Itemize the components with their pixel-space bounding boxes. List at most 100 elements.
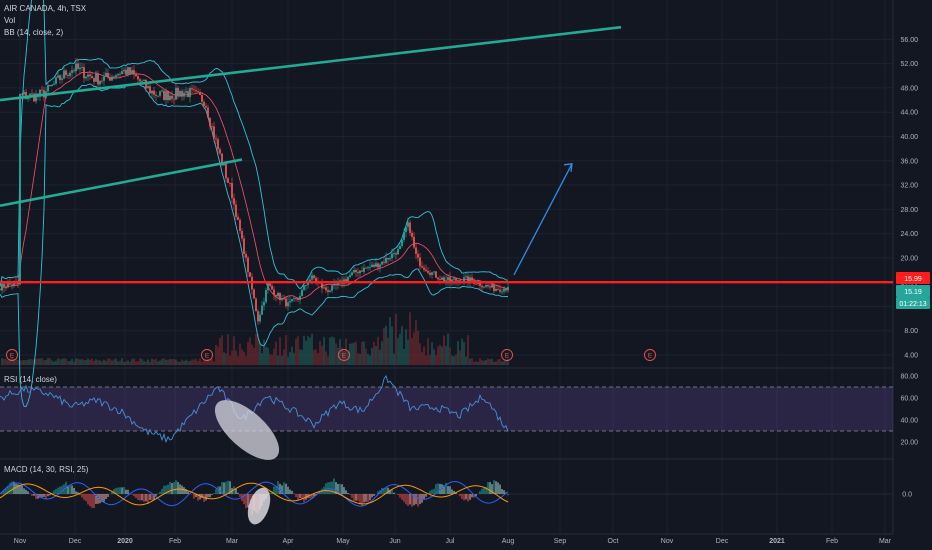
macd-histogram-bar	[329, 481, 331, 494]
macd-histogram-bar	[37, 494, 39, 499]
earnings-marker[interactable]: E	[501, 349, 513, 361]
candle-body	[449, 277, 451, 282]
volume-bar	[49, 358, 51, 365]
bollinger-legend[interactable]: BB (14, close, 2)	[4, 28, 64, 37]
volume-bar	[155, 358, 157, 365]
rsi-divergence-ellipse[interactable]	[205, 390, 289, 470]
macd-histogram-bar	[345, 490, 347, 494]
highlight-ellipses[interactable]	[205, 390, 289, 527]
macd-histogram-bar	[199, 494, 201, 500]
candle-body	[311, 275, 313, 280]
candle-body	[133, 70, 135, 75]
volume-bar	[467, 335, 469, 365]
rsi-legend[interactable]: RSI (14, close)	[4, 375, 57, 384]
macd-histogram-bar	[93, 494, 95, 509]
volume-bar	[407, 339, 409, 365]
volume-bar	[443, 335, 445, 365]
macd-histogram-bar	[367, 494, 369, 503]
volume-bar	[347, 350, 349, 365]
volume-bar	[111, 360, 113, 365]
candle-body	[335, 284, 337, 286]
price-tick-label: 28.00	[900, 207, 918, 214]
candle-body	[157, 95, 159, 97]
macd-histogram-bar	[495, 481, 497, 494]
earnings-marker[interactable]: E	[644, 349, 656, 361]
macd-histogram-bar	[429, 490, 431, 494]
volume-bar	[211, 358, 213, 365]
candle-body	[163, 90, 165, 100]
macd-histogram-bar	[21, 485, 23, 494]
upper-trend-line[interactable]	[0, 25, 622, 102]
macd-pane	[0, 478, 893, 516]
earnings-marker[interactable]: E	[338, 349, 350, 361]
volume-bar	[135, 361, 137, 365]
macd-histogram-bar	[131, 494, 133, 495]
candle-body	[65, 70, 67, 76]
macd-histogram-bar	[195, 494, 197, 498]
macd-histogram-bar	[17, 484, 19, 494]
volume-bar	[489, 359, 491, 365]
candle-body	[483, 286, 485, 288]
macd-histogram-bar	[15, 483, 17, 494]
candle-body	[259, 314, 261, 322]
volume-bar	[495, 361, 497, 365]
symbol-legend[interactable]: AIR CANADA, 4h, TSX	[4, 4, 87, 13]
candle-body	[189, 88, 191, 98]
volume-bar	[241, 349, 243, 365]
drawing-tools[interactable]	[0, 25, 893, 284]
candle-body	[165, 91, 167, 100]
volume-bar	[51, 360, 53, 365]
macd-histogram-bar	[299, 494, 301, 499]
volume-bar	[21, 360, 23, 365]
macd-cross-ellipse[interactable]	[244, 485, 275, 527]
candle-body	[201, 94, 203, 102]
volume-bar	[469, 358, 471, 365]
earnings-marker[interactable]: E	[201, 349, 213, 361]
volume-bar	[463, 342, 465, 365]
volume-bar	[505, 360, 507, 365]
candle-body	[277, 292, 279, 297]
candle-body	[61, 78, 63, 80]
volume-bar	[271, 355, 273, 365]
volume-bar	[83, 359, 85, 365]
candle-body	[403, 232, 405, 240]
macd-histogram-bar	[125, 489, 127, 494]
candle-body	[453, 278, 455, 280]
volume-bar	[433, 349, 435, 365]
volume-bar	[169, 358, 171, 365]
volume-bar	[77, 358, 79, 365]
macd-histogram-bar	[341, 484, 343, 494]
macd-histogram-bar	[173, 482, 175, 494]
candle-body	[35, 93, 37, 102]
macd-histogram-bar	[177, 481, 179, 494]
candle-body	[217, 139, 219, 150]
candle-body	[411, 232, 413, 237]
macd-histogram-bar	[113, 488, 115, 494]
price-candles	[1, 58, 509, 326]
volume-bar	[205, 360, 207, 365]
volume-bar	[71, 358, 73, 365]
candle-body	[419, 257, 421, 267]
volume-legend[interactable]: Vol	[4, 16, 16, 25]
candle-body	[349, 275, 351, 278]
forecast-arrow[interactable]	[513, 163, 573, 276]
volume-bar	[35, 359, 37, 365]
lower-trend-line[interactable]	[0, 158, 243, 207]
macd-legend[interactable]: MACD (14, 30, RSI, 25)	[4, 465, 89, 474]
macd-histogram-bar	[397, 494, 399, 495]
macd-histogram-bar	[489, 482, 491, 494]
macd-histogram-bar	[11, 481, 13, 494]
volume-bar	[325, 351, 327, 365]
macd-histogram-bar	[405, 494, 407, 505]
earnings-marker[interactable]: E	[6, 349, 18, 361]
volume-bar	[335, 343, 337, 365]
macd-histogram-bar	[201, 494, 203, 499]
macd-histogram-bar	[269, 492, 271, 494]
volume-bar	[437, 346, 439, 365]
volume-bar	[353, 342, 355, 365]
candle-body	[423, 267, 425, 270]
bb-lower-band	[0, 83, 509, 408]
volume-bar	[239, 343, 241, 365]
macd-histogram-bar	[503, 490, 505, 494]
